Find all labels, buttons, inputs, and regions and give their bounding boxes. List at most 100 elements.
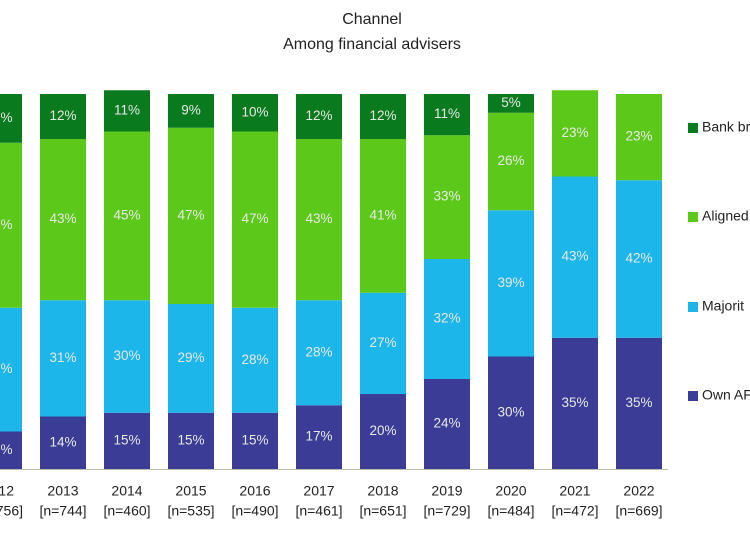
bar-segment [552,176,598,338]
bar-segment [40,94,86,139]
bar-segment [616,94,662,181]
x-tick-sublabel: [n=729] [423,503,470,519]
bar-segment [104,90,150,132]
legend-swatch [688,212,698,222]
x-tick-label: 2013 [47,483,78,499]
bar-segment [104,300,150,413]
x-tick-label: 2014 [111,483,142,499]
bar-segment [552,90,598,177]
x-tick-label: 2020 [495,483,526,499]
bar-segment [232,94,278,132]
bar-segment [360,94,406,139]
bar-segment [616,337,662,469]
x-tick-label: 2018 [367,483,398,499]
chart-title: Channel [342,11,402,28]
value-label: 20% [369,423,396,438]
x-tick-sublabel: [n=484] [487,503,534,519]
bar-segment [552,337,598,469]
value-label: 13% [0,110,13,125]
bar-segment [296,139,342,301]
value-label: 33% [0,361,13,376]
legend-label: Own AF [702,387,750,403]
bar-segment [40,416,86,469]
value-label: 26% [497,153,524,168]
x-tick-label: 2016 [239,483,270,499]
x-tick-sublabel: [n=535] [167,503,214,519]
value-label: 30% [497,404,524,419]
bar-segment [168,412,214,469]
x-tick-sublabel: 756] [0,503,23,519]
legend-label: Bank br [702,119,750,135]
x-tick-sublabel: [n=490] [231,503,278,519]
bar-segment [0,142,22,308]
legend-swatch [688,391,698,401]
value-label: 10% [0,442,13,457]
bar-segment [232,131,278,308]
value-label: 43% [561,249,588,264]
x-tick-sublabel: [n=472] [551,503,598,519]
bar-segment [488,112,534,211]
bar-segment [424,379,470,469]
bar-segment [104,412,150,469]
x-tick-label: 2015 [175,483,206,499]
bar-segment [488,356,534,469]
bar-segment [424,135,470,259]
bar-segment [424,259,470,379]
value-label: 9% [181,102,201,117]
x-tick-sublabel: [n=460] [103,503,150,519]
value-label: 17% [305,429,332,444]
value-label: 45% [113,207,140,222]
bar-segment [0,94,22,143]
bar-segment [232,307,278,413]
value-label: 28% [305,344,332,359]
bar-segment [40,139,86,301]
bar-segment [168,127,214,304]
x-tick-sublabel: [n=461] [295,503,342,519]
value-label: 15% [241,432,268,447]
bar-segment [40,300,86,417]
value-label: 27% [369,335,396,350]
value-label: 47% [241,211,268,226]
legend-label: Majorit [702,298,744,314]
value-label: 15% [113,432,140,447]
legend-swatch [688,123,698,133]
x-tick-sublabel: [n=744] [39,503,86,519]
value-label: 11% [434,106,460,121]
value-label: 15% [177,432,204,447]
bar-segment [616,180,662,338]
value-label: 39% [497,275,524,290]
bar-segment [488,210,534,357]
bar-segment [488,94,534,113]
value-label: 30% [113,348,140,363]
x-tick-label: 2017 [303,483,334,499]
value-label: 14% [49,434,76,449]
value-label: 29% [177,350,204,365]
value-label: 24% [433,416,460,431]
bar-segment [360,394,406,469]
x-tick-sublabel: [n=669] [615,503,662,519]
bar-segment [168,304,214,413]
value-label: 11% [114,102,140,117]
value-label: 41% [369,207,396,222]
value-label: 35% [625,395,652,410]
x-tick-label: 2021 [559,483,590,499]
value-label: 43% [305,211,332,226]
value-label: 10% [241,104,268,119]
value-label: 5% [501,95,521,110]
x-tick-label: 2022 [623,483,654,499]
value-label: 43% [49,211,76,226]
bar-segment [168,94,214,128]
bar-segment [296,405,342,469]
value-label: 33% [433,189,460,204]
legend-label: Aligned [702,208,749,224]
bar-segment [360,292,406,394]
value-label: 31% [49,350,76,365]
bar-segment [424,94,470,136]
chart-subtitle: Among financial advisers [283,36,461,53]
value-label: 12% [369,108,396,123]
value-label: 28% [241,352,268,367]
legend-swatch [688,302,698,312]
bar-segment [360,139,406,293]
x-tick-label: 12 [0,483,14,499]
